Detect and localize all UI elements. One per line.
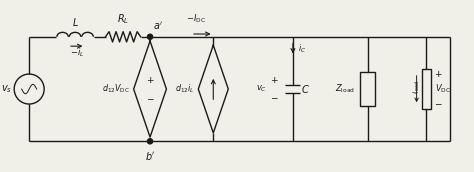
Text: +: + xyxy=(271,76,278,85)
Text: $-i_L$: $-i_L$ xyxy=(70,46,84,59)
Text: $v_C$: $v_C$ xyxy=(256,84,267,94)
Text: −: − xyxy=(434,99,441,108)
Text: +: + xyxy=(146,76,154,85)
Text: $d_{12}i_L$: $d_{12}i_L$ xyxy=(175,83,194,95)
Text: $-I_{\mathrm{DC}}$: $-I_{\mathrm{DC}}$ xyxy=(186,13,206,25)
Text: $R_L$: $R_L$ xyxy=(117,13,129,26)
Text: $C$: $C$ xyxy=(301,83,310,95)
Text: $L$: $L$ xyxy=(72,16,79,28)
Text: −: − xyxy=(146,94,154,103)
Circle shape xyxy=(147,139,153,144)
Text: $d_{12}V_{\mathrm{DC}}$: $d_{12}V_{\mathrm{DC}}$ xyxy=(102,83,130,95)
Text: $i_C$: $i_C$ xyxy=(298,42,306,55)
Text: +: + xyxy=(434,70,441,79)
Bar xyxy=(422,69,431,109)
Circle shape xyxy=(147,34,153,39)
Text: $a'$: $a'$ xyxy=(153,20,163,32)
Text: $Z_{\mathrm{load}}$: $Z_{\mathrm{load}}$ xyxy=(335,83,355,95)
Text: $b'$: $b'$ xyxy=(145,150,155,162)
Text: $v_s$: $v_s$ xyxy=(1,83,12,95)
Text: $i_{\mathrm{load}}$: $i_{\mathrm{load}}$ xyxy=(412,80,422,94)
Bar xyxy=(360,72,375,106)
Text: $V_{\mathrm{DC}}$: $V_{\mathrm{DC}}$ xyxy=(435,83,451,95)
Text: −: − xyxy=(271,93,278,102)
